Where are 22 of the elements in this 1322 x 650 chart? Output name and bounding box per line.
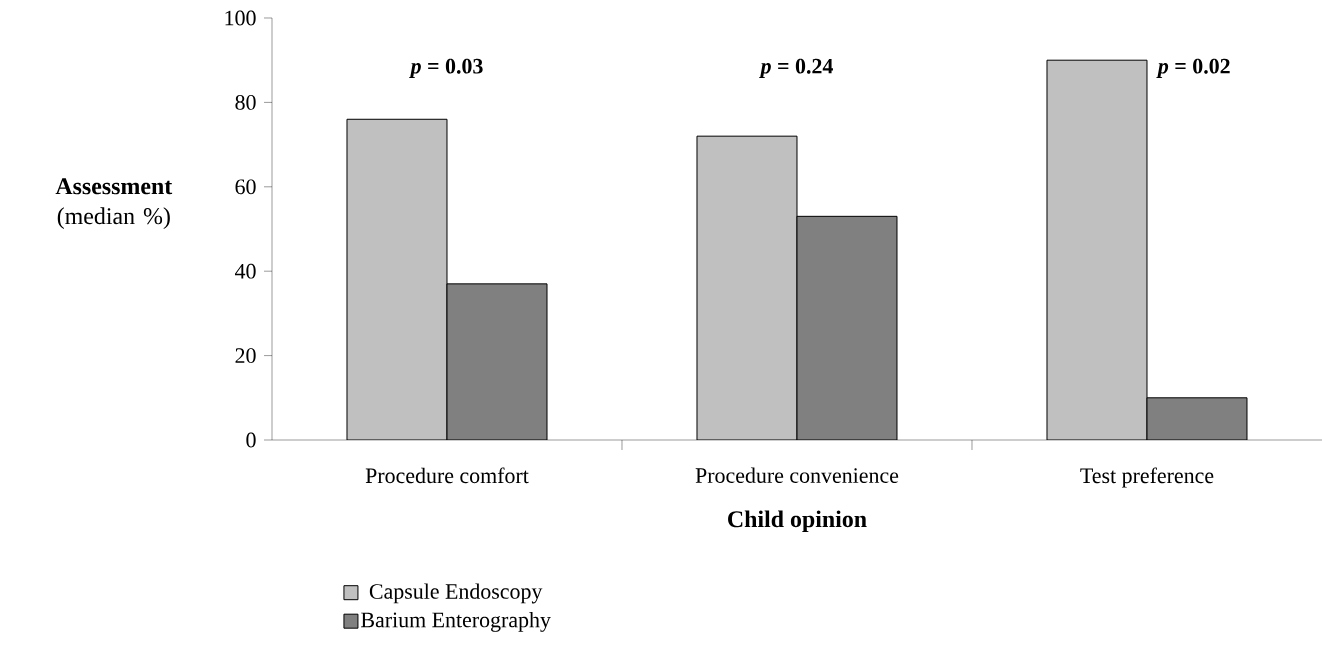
y-tick-label: 0 — [246, 432, 256, 448]
bar — [796, 215, 898, 440]
y-tick-label: 100 — [225, 10, 256, 26]
bar — [696, 135, 798, 440]
x-tick-label: Procedure convenience — [695, 467, 899, 483]
y-tick-label: 60 — [235, 179, 256, 195]
y-axis-title: Assessment (median %) — [55, 178, 173, 230]
x-tick-label: Test preference — [1080, 467, 1214, 488]
bar — [1046, 59, 1148, 440]
bar — [446, 283, 548, 440]
annotation: p = 0.24 — [759, 58, 833, 79]
legend-label: Barium Enterography — [361, 611, 551, 632]
x-axis-title: Child opinion — [728, 510, 867, 533]
x-tick-label: Procedure comfort — [365, 467, 529, 484]
y-tick-label: 40 — [235, 263, 256, 279]
y-tick-label: 80 — [235, 95, 256, 110]
bar — [1146, 397, 1248, 440]
annotation: p = 0.03 — [409, 58, 483, 79]
annotation: p = 0.02 — [1156, 58, 1230, 79]
legend-label: Capsule Endoscopy — [369, 583, 543, 604]
y-tick-label: 20 — [235, 348, 256, 363]
bar — [346, 118, 448, 440]
